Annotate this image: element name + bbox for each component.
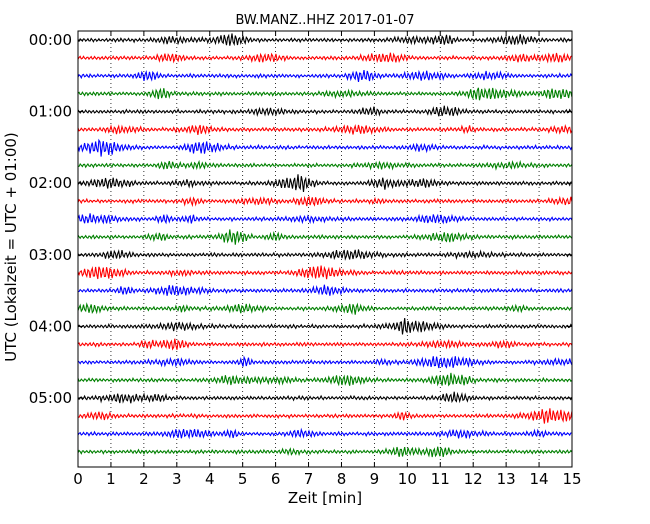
trace-8: [77, 159, 573, 171]
trace-4: [77, 87, 573, 101]
trace-22: [77, 408, 573, 424]
axis-ticks: 0 1 2 3 4 5 6 7 8 9 10 11 12 13 14 1500:0001:0002:0003:…: [29, 31, 582, 488]
trace-18: [77, 338, 573, 351]
x-tick-label-8: 8: [337, 470, 347, 488]
x-tick-label-11: 11: [431, 470, 450, 488]
trace-13: [77, 249, 573, 261]
trace-1: [77, 33, 573, 47]
x-tick-label-3: 3: [172, 470, 182, 488]
trace-19: [77, 355, 573, 369]
x-axis-label: Zeit [min]: [288, 489, 362, 507]
chart-title: BW.MANZ..HHZ 2017-01-07: [235, 13, 414, 28]
plot-frame: [77, 30, 573, 468]
trace-23: [77, 427, 572, 440]
x-tick-label-1: 1: [106, 470, 116, 488]
x-tick-label-5: 5: [238, 470, 248, 488]
trace-7: [77, 138, 573, 157]
x-tick-label-13: 13: [497, 470, 516, 488]
x-tick-label-12: 12: [464, 470, 483, 488]
trace-5: [77, 105, 573, 117]
trace-2: [77, 52, 573, 64]
y-tick-label-3: 03:00: [29, 246, 72, 264]
trace-16: [77, 302, 572, 315]
y-tick-label-1: 01:00: [29, 103, 72, 121]
x-tick-label-0: 0: [73, 470, 83, 488]
trace-14: [77, 265, 573, 280]
y-tick-label-0: 00:00: [29, 31, 72, 49]
x-tick-label-9: 9: [370, 470, 380, 488]
y-tick-label-4: 04:00: [29, 317, 72, 335]
x-tick-label-15: 15: [562, 470, 581, 488]
x-tick-label-7: 7: [304, 470, 314, 488]
trace-17: [77, 317, 573, 335]
y-tick-label-2: 02:00: [29, 174, 72, 192]
trace-15: [77, 284, 573, 296]
x-tick-label-10: 10: [398, 470, 417, 488]
trace-11: [77, 213, 573, 225]
grid-lines: [110, 31, 540, 467]
y-axis-label: UTC (Lokalzeit = UTC + 01:00): [2, 132, 20, 362]
y-tick-label-5: 05:00: [29, 389, 72, 407]
x-tick-label-14: 14: [530, 470, 549, 488]
trace-21: [77, 391, 573, 404]
trace-10: [77, 195, 573, 208]
trace-9: [77, 174, 573, 193]
trace-24: [77, 446, 573, 458]
seismic-traces: [77, 33, 573, 458]
x-tick-label-6: 6: [271, 470, 281, 488]
trace-6: [77, 123, 573, 136]
x-tick-label-4: 4: [205, 470, 215, 488]
trace-3: [77, 69, 573, 83]
trace-20: [77, 372, 573, 387]
trace-12: [77, 229, 573, 245]
x-tick-label-2: 2: [139, 470, 149, 488]
